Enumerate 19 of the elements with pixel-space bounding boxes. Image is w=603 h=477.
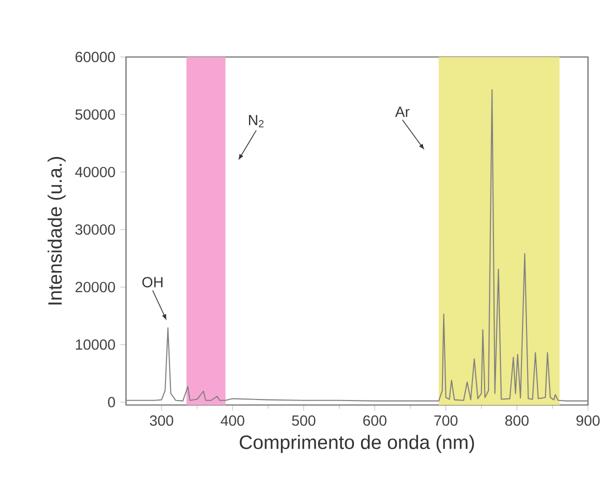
y-axis-title: Intensidade (u.a.)	[48, 156, 66, 304]
x-tick-label: 600	[363, 415, 386, 426]
annotation: OH	[142, 276, 162, 288]
x-tick-label: 800	[505, 415, 529, 426]
annotation: Ar	[395, 106, 410, 117]
x-axis-title: Comprimento de onda (nm)	[240, 434, 474, 453]
y-tick-label: 50000	[75, 109, 116, 120]
y-tick-label: 20000	[76, 282, 116, 292]
x-tick-label: 300	[150, 415, 174, 426]
x-tick-label: 700	[434, 415, 458, 426]
y-tick-label: 60000	[76, 52, 116, 62]
x-tick-label: 400	[220, 415, 244, 426]
x-tick-label: 500	[292, 415, 316, 426]
annotation: N$_{2}$	[248, 115, 264, 128]
y-tick-label: 10000	[76, 339, 116, 350]
x-tick-label: 900	[576, 415, 600, 426]
y-tick-label: 40000	[75, 166, 116, 178]
y-tick-label: 30000	[75, 224, 116, 235]
y-tick-label: 0	[108, 396, 116, 408]
